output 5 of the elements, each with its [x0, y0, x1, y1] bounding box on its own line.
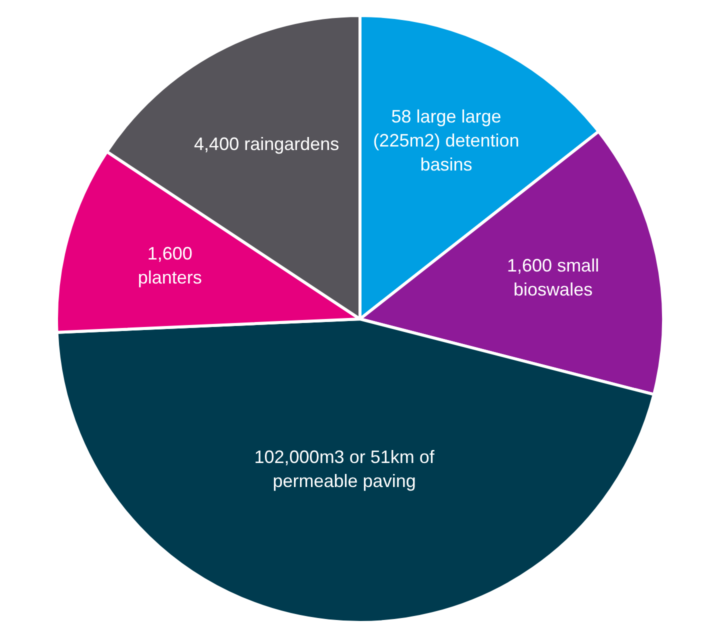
slice-label: 58 large large (225m2) detention basins: [373, 106, 520, 175]
slice-label: 1,600 small bioswales: [507, 255, 600, 300]
slice-label: 1,600 planters: [138, 243, 202, 288]
slice-label: 102,000m3 or 51km of permeable paving: [254, 446, 436, 491]
slice-label: 4,400 raingardens: [194, 134, 340, 154]
